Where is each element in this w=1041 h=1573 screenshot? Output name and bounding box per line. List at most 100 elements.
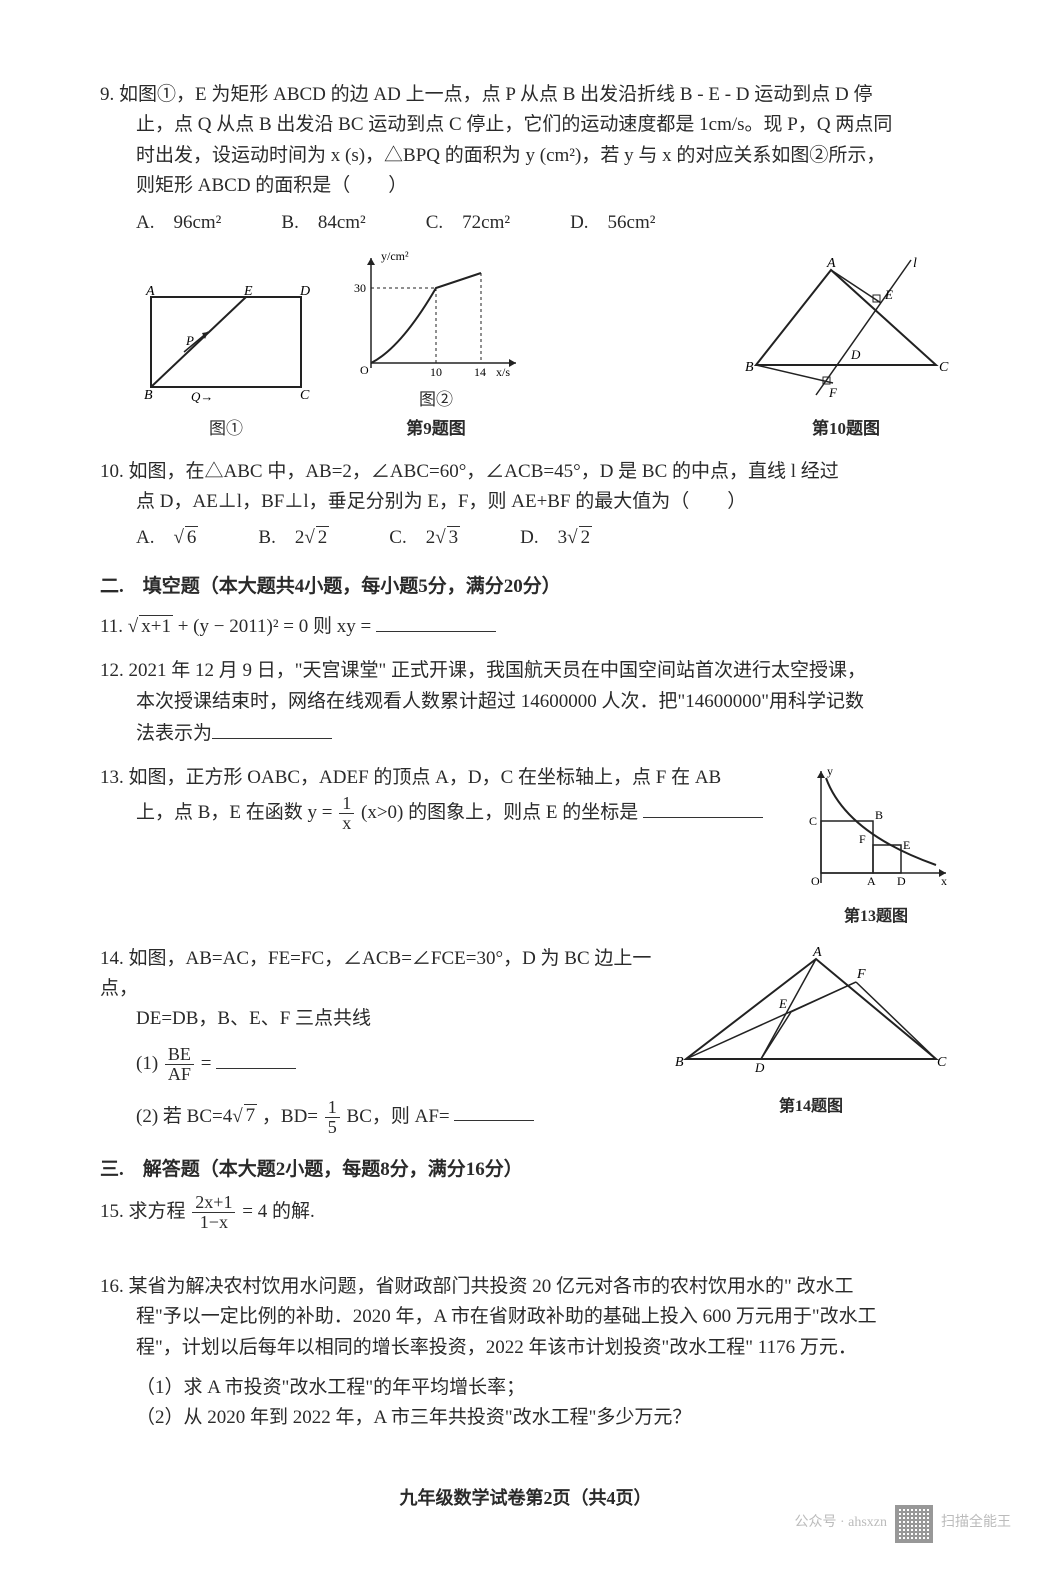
svg-text:F: F: [859, 832, 866, 846]
q14-blank2: [454, 1100, 534, 1122]
svg-text:C: C: [939, 360, 949, 375]
svg-text:D: D: [754, 1060, 765, 1075]
question-14: A F E B D C 第14题图 14. 如图，AB=AC，FE=FC，∠AC…: [100, 944, 951, 1137]
svg-text:D: D: [897, 874, 906, 888]
q9-opt-a: A. 96cm²: [136, 208, 221, 238]
q9-text-1: 如图①，E 为矩形 ABCD 的边 AD 上一点，点 P 从点 B 出发沿折线 …: [119, 84, 873, 105]
q9-text-3: 时出发，设运动时间为 x (s)，△BPQ 的面积为 y (cm²)，若 y 与…: [100, 141, 951, 171]
q13-text-1: 如图，正方形 OABC，ADEF 的顶点 A，D，C 在坐标轴上，点 F 在 A…: [129, 767, 722, 788]
exam-page: 9. 如图①，E 为矩形 ABCD 的边 AD 上一点，点 P 从点 B 出发沿…: [0, 0, 1041, 1573]
svg-text:l: l: [913, 256, 917, 271]
svg-text:E: E: [903, 838, 910, 852]
q10-text-1: 如图，在△ABC 中，AB=2，∠ABC=60°，∠ACB=45°，D 是 BC…: [129, 461, 839, 482]
svg-text:y: y: [827, 764, 833, 778]
q9-fig2-label: 图②: [346, 386, 526, 413]
q14-number: 14.: [100, 948, 124, 969]
q14-blank1: [216, 1047, 296, 1069]
q12-blank: [212, 717, 332, 739]
q14-figure: A F E B D C 第14题图: [671, 944, 951, 1120]
svg-text:x/s: x/s: [496, 365, 510, 378]
q15-post: = 4 的解.: [242, 1201, 314, 1222]
q16-text-2: 程"予以一定比例的补助．2020 年，A 市在省财政补助的基础上投入 600 万…: [100, 1302, 951, 1332]
qr-icon: [895, 1505, 933, 1543]
svg-text:F: F: [856, 967, 866, 982]
q10-opt-d: D. 3√2: [520, 523, 592, 553]
svg-text:A: A: [826, 256, 836, 271]
q10-options: A. √6 B. 2√2 C. 2√3 D. 3√2: [100, 523, 951, 553]
svg-text:A: A: [867, 874, 876, 888]
q9-q10-figures: A E D B C P Q→ 图①: [100, 248, 951, 443]
q10-opt-c: C. 2√3: [389, 523, 460, 553]
svg-text:C: C: [809, 814, 817, 828]
q14-caption: 第14题图: [671, 1094, 951, 1120]
svg-text:10: 10: [430, 365, 442, 378]
q13-figure: C B F E O A D x y 第13题图: [801, 763, 951, 929]
q15-pre: 求方程: [129, 1201, 191, 1222]
q9-figure-2: y/cm² 30 O 10 14 x/s 图② 第9题图: [346, 248, 526, 443]
q16-text-1: 某省为解决农村饮用水问题，省财政部门共投资 20 亿元对各市的农村饮用水的" 改…: [129, 1276, 854, 1297]
q13-caption: 第13题图: [801, 904, 951, 930]
svg-text:E: E: [778, 996, 787, 1011]
q9-text-4: 则矩形 ABCD 的面积是（ ）: [100, 171, 951, 201]
q12-text-2: 本次授课结束时，网络在线观看人数累计超过 14600000 人次．把"14600…: [100, 687, 951, 717]
svg-text:E: E: [884, 287, 893, 302]
q10-opt-a: A. √6: [136, 523, 198, 553]
q9-options: A. 96cm² B. 84cm² C. 72cm² D. 56cm²: [100, 208, 951, 238]
q10-number: 10.: [100, 461, 124, 482]
question-10: 10. 如图，在△ABC 中，AB=2，∠ABC=60°，∠ACB=45°，D …: [100, 457, 951, 554]
svg-text:D: D: [299, 284, 310, 299]
svg-text:F: F: [828, 385, 838, 400]
svg-text:Q→: Q→: [191, 389, 213, 404]
q9-fig1-label: 图①: [136, 415, 316, 442]
q11-number: 11.: [100, 616, 123, 637]
svg-text:x: x: [941, 874, 947, 888]
q11-expr: √x+1 + (y − 2011)² = 0 则 xy =: [128, 616, 376, 637]
watermark-pub: 公众号 · ahsxzn: [794, 1512, 887, 1534]
question-9: 9. 如图①，E 为矩形 ABCD 的边 AD 上一点，点 P 从点 B 出发沿…: [100, 80, 951, 443]
q13-blank: [643, 796, 763, 818]
section-3-header: 三. 解答题（本大题2小题，每题8分，满分16分）: [100, 1155, 951, 1185]
svg-text:O: O: [360, 363, 369, 377]
svg-text:D: D: [850, 347, 861, 362]
question-13: C B F E O A D x y 第13题图 13. 如图，正方形 OABC，…: [100, 763, 951, 929]
q12-number: 12.: [100, 660, 124, 681]
svg-text:A: A: [145, 284, 155, 299]
question-15: 15. 求方程 2x+11−x = 4 的解.: [100, 1193, 951, 1232]
svg-text:30: 30: [354, 281, 366, 295]
q9-opt-c: C. 72cm²: [426, 208, 510, 238]
question-16: 16. 某省为解决农村饮用水问题，省财政部门共投资 20 亿元对各市的农村饮用水…: [100, 1272, 951, 1434]
q9-caption: 第9题图: [346, 415, 526, 442]
svg-text:C: C: [300, 388, 310, 403]
q16-part1: （1）求 A 市投资"改水工程"的年平均增长率；: [100, 1373, 951, 1403]
q9-opt-d: D. 56cm²: [570, 208, 655, 238]
q15-number: 15.: [100, 1201, 124, 1222]
q10-caption: 第10题图: [741, 415, 951, 442]
svg-text:E: E: [243, 284, 253, 299]
watermark-app: 扫描全能王: [941, 1512, 1011, 1534]
q16-text-3: 程"，计划以后每年以相同的增长率投资，2022 年该市计划投资"改水工程" 11…: [100, 1333, 951, 1363]
q12-text-3: 法表示为: [100, 717, 951, 749]
svg-text:B: B: [875, 808, 883, 822]
q9-text-2: 止，点 Q 从点 B 出发沿 BC 运动到点 C 停止，它们的运动速度都是 1c…: [100, 110, 951, 140]
q9-figure-1: A E D B C P Q→ 图①: [136, 277, 316, 442]
svg-text:y/cm²: y/cm²: [381, 249, 409, 263]
svg-text:C: C: [937, 1055, 947, 1070]
q9-number: 9.: [100, 84, 114, 105]
svg-text:A: A: [812, 945, 822, 960]
svg-text:B: B: [675, 1055, 684, 1070]
svg-text:B: B: [144, 388, 153, 403]
q12-text-1: 2021 年 12 月 9 日，"天宫课堂" 正式开课，我国航天员在中国空间站首…: [129, 660, 867, 681]
svg-text:O: O: [811, 874, 820, 888]
q11-blank: [376, 610, 496, 632]
q9-opt-b: B. 84cm²: [281, 208, 365, 238]
svg-text:B: B: [745, 360, 754, 375]
svg-text:14: 14: [474, 365, 486, 378]
q10-text-2: 点 D，AE⊥l，BF⊥l，垂足分别为 E，F，则 AE+BF 的最大值为（ ）: [100, 487, 951, 517]
q14-text-1: 如图，AB=AC，FE=FC，∠ACB=∠FCE=30°，D 为 BC 边上一点…: [100, 948, 651, 999]
question-12: 12. 2021 年 12 月 9 日，"天宫课堂" 正式开课，我国航天员在中国…: [100, 656, 951, 749]
question-11: 11. √x+1 + (y − 2011)² = 0 则 xy =: [100, 610, 951, 642]
q10-figure: A B C D E F l 第10题图: [741, 255, 951, 442]
q13-number: 13.: [100, 767, 124, 788]
q16-part2: （2）从 2020 年到 2022 年，A 市三年共投资"改水工程"多少万元？: [100, 1403, 951, 1433]
q16-number: 16.: [100, 1276, 124, 1297]
